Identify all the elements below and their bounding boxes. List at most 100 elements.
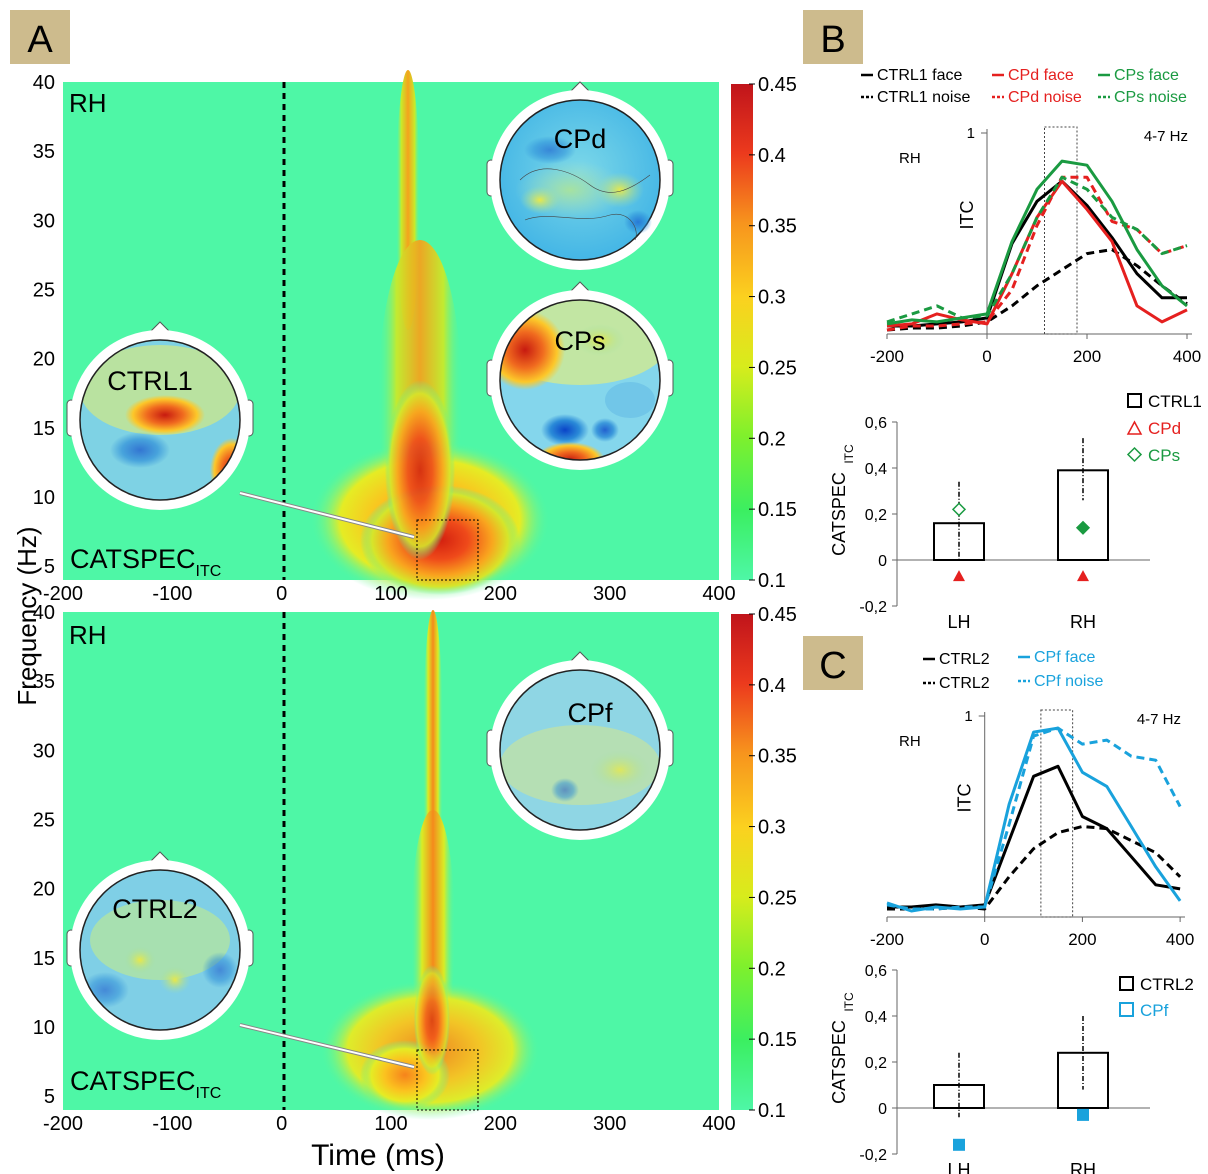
legend-label: CPf face [1034,649,1095,666]
marker-triangle [953,570,965,582]
y-tick-label: 0,6 [865,415,887,432]
legend-label: CPd face [1008,67,1074,84]
x-tick-label: -100 [152,1113,192,1135]
legend-swatch [1119,976,1134,991]
legend-label: CPs [1148,446,1180,465]
legend-label: CPf [1140,1001,1169,1020]
svg-text:B: B [820,19,845,61]
marker-diamond [951,502,967,517]
colorbar-tick-label: 0.1 [758,570,786,592]
svg-text:CTRL1: CTRL1 [107,366,193,396]
marker-square [1077,1108,1089,1121]
y-axis-label-sub: ITC [842,444,856,464]
colorbar-tick-label: 0.25 [758,357,797,379]
legend-swatch [1126,446,1143,463]
y-tick-label: 0,2 [865,507,887,524]
bar [1057,1051,1109,1110]
heatmap-top-window [416,519,479,581]
x-tick-label: 400 [702,583,735,605]
y-axis-label: ITC [957,201,977,230]
heatmap-top-rh: RH [69,88,107,118]
heatmap-top-y-ticks: 5 10 15 20 25 30 35 40 [33,72,55,578]
y-tick-label: 0 [878,553,887,570]
heatmap-top-activity [310,70,550,600]
chart-side-label: RH [899,733,921,750]
topomap-cpd: CPd [486,81,674,270]
heatmap-bottom-y-ticks: 5 10 15 20 25 30 35 40 [33,602,55,1108]
panel-label-a: A [10,10,70,64]
x-tick-label: 0 [276,1113,287,1135]
x-tick-label: LH [947,1160,970,1174]
heatmap-top-catspec: CATSPECITC [70,544,221,580]
time-window [1044,126,1078,335]
svg-text:A: A [27,19,53,61]
y-axis-label: ITC [955,784,975,813]
colorbar-tick-label: 0.3 [758,287,786,309]
panel-label-b: B [803,10,863,64]
y-tick-label: 35 [33,671,55,693]
colorbar-tick-label: 0.35 [758,746,797,768]
series-line [886,726,1182,911]
x-tick-label: 300 [593,1113,626,1135]
y-tick-label: 15 [33,418,55,440]
chart-title: 4-7 Hz [1144,128,1188,145]
y-tick-label: 30 [33,740,55,762]
y-tick-label: 0,4 [865,1009,887,1026]
legend-swatch [1119,1002,1134,1017]
y-tick-label: 1 [964,708,972,725]
y-tick-label: 30 [33,210,55,232]
panel-label-c: C [803,636,863,690]
colorbar-tick-label: 0.2 [758,428,786,450]
y-tick-label: 0,2 [865,1055,887,1072]
y-tick-label: 10 [33,1017,55,1039]
y-tick-label: 20 [33,879,55,901]
connector-ctrl2 [239,1023,415,1069]
svg-text:C: C [819,645,846,687]
colorbar-tick-label: 0.1 [758,1100,786,1122]
x-tick-label: 200 [1068,930,1096,949]
x-tick-label: -200 [870,930,904,949]
x-tick-label: 100 [374,1113,407,1135]
colorbar-tick-label: 0.35 [758,216,797,238]
x-tick-label: -200 [43,1113,83,1135]
colorbar-tick-label: 0.2 [758,958,786,980]
legend-swatch [1127,393,1142,408]
colorbar-tick-label: 0.25 [758,887,797,909]
marker-square [953,1138,965,1151]
series-line [887,764,1181,909]
x-tick-label: RH [1070,612,1096,632]
heatmap-top-x-ticks: -200 -100 0 100 200 300 400 [43,583,736,605]
marker-diamond [1075,520,1091,535]
legend-label: CPd noise [1008,89,1082,106]
legend-swatch [1126,420,1143,435]
topomap-cps: CPs [486,281,674,470]
connector-ctrl1 [239,491,415,539]
y-tick-label: 15 [33,948,55,970]
itc-line-chart-b: 1 -200 0 200 400 4-7 Hz RH ITC CTRL1 face CTRL1 n… [861,67,1201,366]
x-tick-label: 400 [1173,347,1201,366]
series-line [886,175,1188,324]
y-tick-label: 40 [33,602,55,624]
svg-text:CTRL2: CTRL2 [112,894,198,924]
series-line [886,726,1182,913]
x-tick-label: -200 [43,583,83,605]
legend-label: CPf noise [1034,673,1103,690]
y-tick-label: 5 [44,1086,55,1108]
series-line [887,179,1187,328]
colorbar-bottom: 0.45 0.4 0.35 0.3 0.25 0.2 0.15 0.1 [731,604,797,1122]
colorbar-tick-label: 0.45 [758,604,797,626]
y-tick-label: 0,4 [865,461,887,478]
colorbar-top: 0.45 0.4 0.35 0.3 0.25 0.2 0.15 0.1 [731,74,797,592]
heatmap-ylabel: Frequency (Hz) [12,526,42,705]
bar [1057,469,1109,561]
topomap-ctrl2: CTRL2 [66,851,254,1040]
y-axis-label-sub: ITC [842,992,856,1012]
topomap-ctrl1: CTRL1 [66,321,254,510]
svg-text:CPf: CPf [567,698,613,728]
legend-label: CPs face [1114,67,1179,84]
marker-triangle [1077,570,1089,582]
catspec-bar-chart-c: 0,6 0,4 0,2 0 -0,2 CATSPEC ITC LH RH CTRL2 CPf [829,963,1194,1174]
x-tick-label: LH [947,612,970,632]
heatmap-bottom-window [416,1049,479,1111]
